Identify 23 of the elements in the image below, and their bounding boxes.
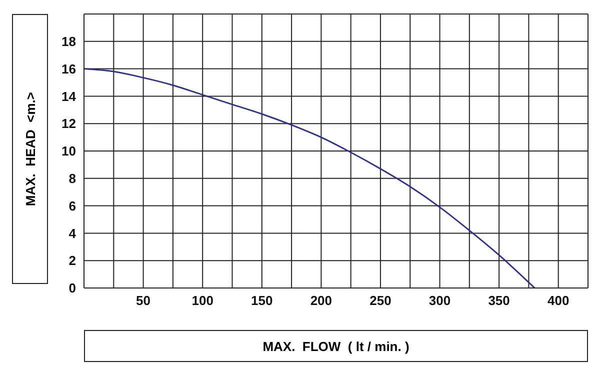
- line-series: [84, 68, 536, 288]
- x-tick-label: 350: [488, 293, 510, 308]
- y-tick-label: 10: [62, 144, 76, 159]
- y-tick-label: 6: [68, 198, 76, 214]
- x-tick-label: 300: [428, 293, 451, 308]
- y-tick-label: 16: [62, 61, 76, 76]
- y-axis-title: MAX. HEAD <m.>: [22, 92, 38, 206]
- label-frame: MAX. HEAD <m.>: [12, 14, 48, 284]
- x-tick-label: 50: [136, 293, 151, 308]
- y-tick-label: 2: [68, 253, 76, 268]
- x-tick-label: 400: [548, 293, 570, 308]
- y-tick-label: 4: [68, 226, 77, 241]
- y-tick-label: 18: [62, 34, 76, 50]
- x-tick-label: 100: [192, 293, 214, 308]
- y-tick-label: 8: [68, 171, 76, 186]
- y-tick-label: 0: [68, 280, 76, 296]
- x-axis-title: MAX. FLOW ( lt / min. ): [262, 338, 410, 354]
- y-tick-label: 12: [62, 116, 76, 132]
- y-tick-label: 14: [62, 88, 77, 104]
- x-tick-label: 200: [310, 293, 332, 308]
- x-tick-label: 150: [251, 293, 273, 308]
- label-frame: MAX. FLOW ( lt / min. ): [84, 330, 588, 362]
- x-tick-label: 250: [370, 293, 392, 308]
